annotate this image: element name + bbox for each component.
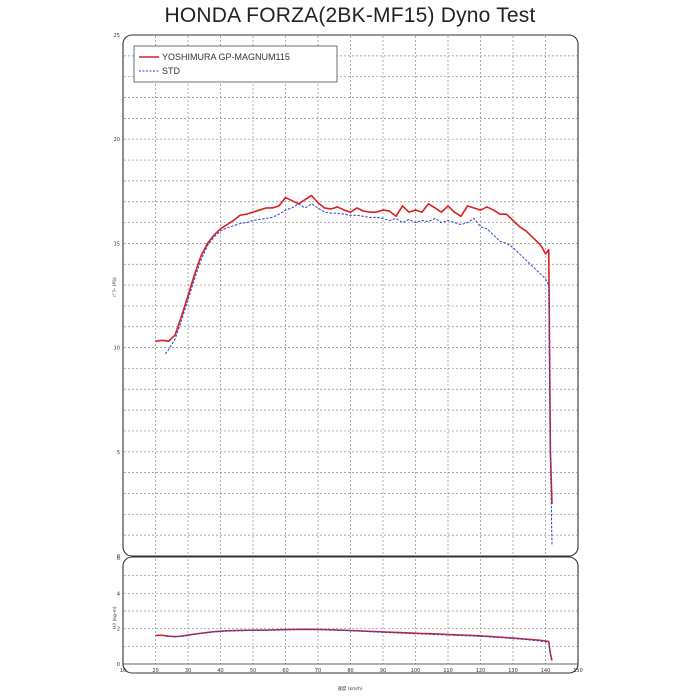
power-series-lines: [155, 194, 553, 546]
legend-box: [133, 45, 338, 83]
legend-label-yoshimura: YOSHIMURA GP-MAGNUM115: [162, 52, 290, 62]
power-axis-ticks: 0 5 10 15 20 25: [114, 33, 120, 560]
speed-tick-label: 130: [508, 668, 518, 674]
speed-tick-label: 110: [443, 668, 453, 674]
speed-tick-label: 80: [347, 668, 353, 674]
power-grid: [124, 36, 577, 555]
torque-grid: [123, 559, 578, 665]
speed-tick-label: 90: [380, 668, 386, 674]
speed-tick-label: 50: [250, 668, 256, 674]
speed-tick-label: 70: [315, 668, 321, 674]
torque-tick-label: 6: [117, 556, 120, 562]
speed-tick-label: 150: [573, 668, 583, 674]
power-tick-label: 15: [114, 241, 120, 247]
torque-tick-label: 2: [117, 627, 120, 633]
torque-axis-ticks: 0 2 4 6: [117, 556, 120, 668]
power-panel-frame: [122, 34, 579, 557]
torque-panel: 0 2 4 6 ﾄﾙｸ (kg-m) 10 20 30 40 50 60 70 80 90 100 110…: [112, 556, 583, 692]
torque-tick-label: 0: [117, 662, 120, 668]
speed-axis-ticks: 10 20 30 40 50 60 70 80 90 100 110 120 130 140 150: [120, 668, 583, 674]
power-series-line: [164, 203, 553, 546]
power-tick-label: 5: [117, 450, 120, 456]
legend: YOSHIMURA GP-MAGNUM115 STD: [133, 45, 338, 83]
speed-tick-label: 10: [120, 668, 126, 674]
speed-tick-label: 60: [282, 668, 288, 674]
speed-tick-label: 40: [217, 668, 223, 674]
power-tick-label: 0: [117, 554, 120, 560]
speed-tick-label: 20: [152, 668, 158, 674]
speed-tick-label: 30: [185, 668, 191, 674]
speed-tick-label: 120: [476, 668, 486, 674]
torque-tick-label: 4: [117, 591, 120, 597]
speed-axis-label: 速度 (km/h): [337, 685, 363, 692]
torque-axis-label: ﾄﾙｸ (kg-m): [112, 606, 118, 629]
speed-tick-label: 140: [541, 668, 551, 674]
power-panel: 0 5 10 15 20 25 ﾊﾟﾜｰ (PS) YOSHIMURA GP-MAGNUM…: [111, 33, 579, 560]
power-tick-label: 25: [114, 33, 120, 39]
chart-title: HONDA FORZA(2BK-MF15) Dyno Test: [164, 4, 536, 27]
power-tick-label: 20: [114, 137, 120, 143]
power-tick-label: 10: [114, 346, 120, 352]
torque-series-lines: [155, 628, 553, 663]
speed-tick-label: 100: [411, 668, 421, 674]
legend-label-std: STD: [162, 66, 181, 76]
power-series-line: [155, 194, 553, 504]
power-axis-label: ﾊﾟﾜｰ (PS): [111, 277, 118, 297]
